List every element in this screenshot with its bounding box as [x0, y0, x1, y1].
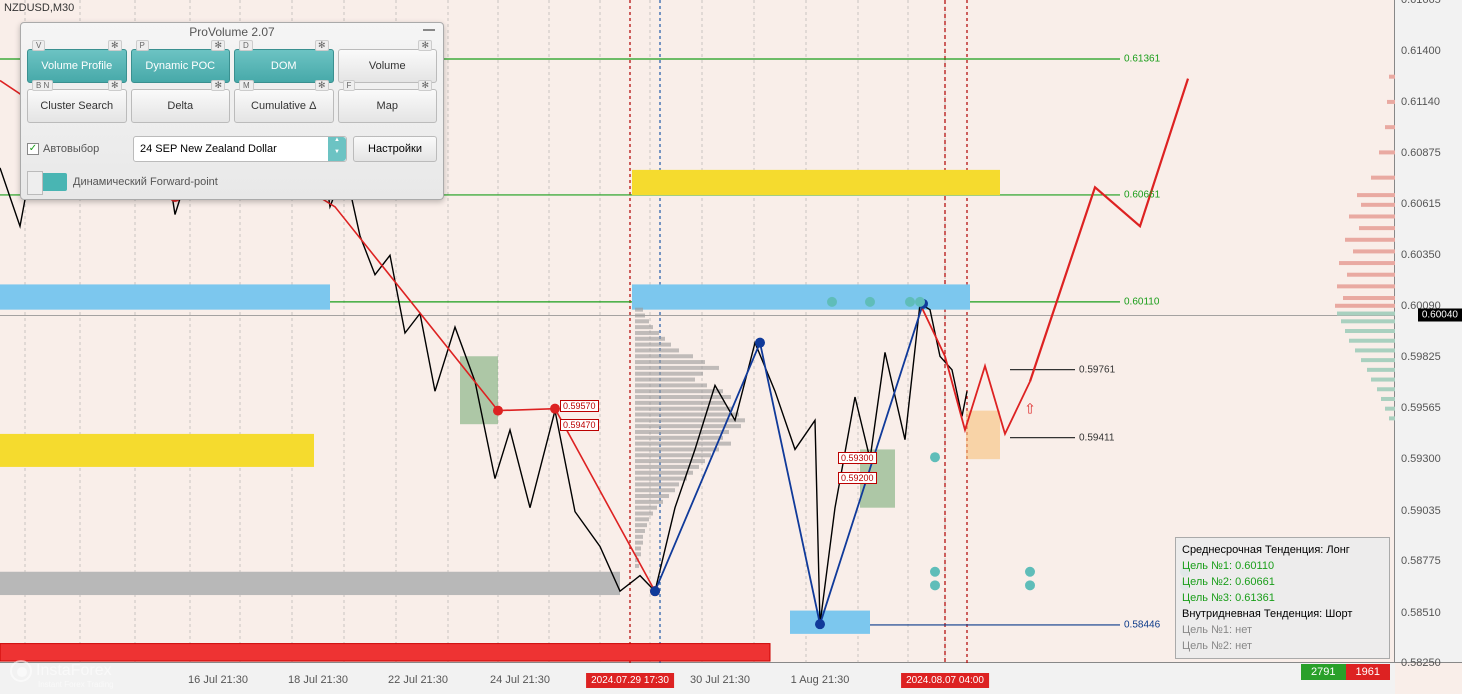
settings-button[interactable]: Настройки	[353, 136, 437, 162]
pv-hotkey-label: P	[136, 40, 149, 51]
gear-icon[interactable]: ✻	[108, 80, 122, 91]
contract-select[interactable]: 24 SEP New Zealand Dollar ▲▼	[133, 136, 347, 162]
contract-select-value: 24 SEP New Zealand Dollar	[140, 143, 277, 155]
forward-point-label: Динамический Forward-point	[73, 176, 218, 188]
gear-icon[interactable]: ✻	[418, 80, 432, 91]
spin-icon[interactable]: ▲▼	[328, 137, 346, 161]
y-tick-label: 0.61140	[1401, 96, 1440, 108]
pv-btn-cumulative-[interactable]: M✻Cumulative Δ	[234, 89, 334, 123]
trend-intra-label: Внутридневная Тенденция: Шорт	[1182, 606, 1383, 622]
y-tick-label: 0.59565	[1401, 402, 1441, 414]
pv-btn-volume[interactable]: ✻Volume	[338, 49, 438, 83]
provolume-row-2: B N✻Cluster Search✻DeltaM✻Cumulative ΔF✻…	[27, 89, 437, 123]
pv-hotkey-label: D	[239, 40, 253, 51]
y-tick-label: 0.58250	[1401, 657, 1441, 669]
pv-btn-dom[interactable]: D✻DOM	[234, 49, 334, 83]
y-tick-label: 0.59300	[1401, 453, 1441, 465]
minimize-icon[interactable]	[423, 29, 435, 31]
y-tick-label: 0.58510	[1401, 607, 1441, 619]
intra-target-2: Цель №2: нет	[1182, 638, 1383, 654]
pv-btn-label: Map	[377, 100, 398, 112]
provolume-bottom-row: Динамический Forward-point	[27, 171, 437, 193]
current-price-tag: 0.60040	[1418, 309, 1462, 322]
trend-mid-label: Среднесрочная Тенденция: Лонг	[1182, 542, 1383, 558]
forward-point-toggle[interactable]	[27, 173, 67, 191]
gear-icon[interactable]: ✻	[211, 40, 225, 51]
badge-green: 2791	[1301, 664, 1345, 680]
provolume-title: ProVolume 2.07	[21, 25, 443, 39]
pv-btn-map[interactable]: F✻Map	[338, 89, 438, 123]
pv-btn-label: DOM	[271, 60, 297, 72]
x-tick-label: 18 Jul 21:30	[288, 674, 348, 686]
x-marker: 2024.08.07 04:00	[901, 673, 989, 688]
target-2: Цель №2: 0.60661	[1182, 574, 1383, 590]
target-3: Цель №3: 0.61361	[1182, 590, 1383, 606]
level-label: 0.60110	[1124, 296, 1159, 307]
x-tick-label: 16 Jul 21:30	[188, 674, 248, 686]
logo-tagline: Instant Forex Trading	[38, 680, 114, 689]
pv-btn-label: Cumulative Δ	[251, 100, 316, 112]
x-axis: 16 Jul 21:30 18 Jul 21:30 22 Jul 21:30 24 J…	[0, 663, 1395, 694]
logo-text: InstaForex	[36, 662, 112, 679]
pv-btn-delta[interactable]: ✻Delta	[131, 89, 231, 123]
x-tick-label: 24 Jul 21:30	[490, 674, 550, 686]
pv-btn-label: Delta	[167, 100, 193, 112]
pv-btn-volume-profile[interactable]: V✻Volume Profile	[27, 49, 127, 83]
y-tick-label: 0.61400	[1401, 45, 1441, 57]
provolume-row-1: V✻Volume ProfileP✻Dynamic POCD✻DOM✻Volum…	[27, 49, 437, 83]
level-label: 0.59761	[1079, 364, 1115, 375]
x-tick-label: 30 Jul 21:30	[690, 674, 750, 686]
level-label: 0.60661	[1124, 189, 1160, 200]
globe-icon	[10, 660, 32, 682]
auto-select-check[interactable]: ✓ Автовыбор	[27, 143, 127, 155]
y-tick-label: 0.58775	[1401, 555, 1441, 567]
price-box-label: 0.59570	[560, 400, 599, 412]
y-tick-label: 0.60615	[1401, 198, 1441, 210]
pv-hotkey-label: M	[239, 80, 254, 91]
y-tick-label: 0.61665	[1401, 0, 1441, 6]
pv-btn-cluster-search[interactable]: B N✻Cluster Search	[27, 89, 127, 123]
pv-hotkey-label: F	[343, 80, 356, 91]
pv-btn-label: Cluster Search	[40, 100, 113, 112]
y-tick-label: 0.59035	[1401, 505, 1441, 517]
instaforex-logo: InstaForex Instant Forex Trading	[10, 660, 114, 689]
x-marker: 2024.07.29 17:30	[586, 673, 674, 688]
pv-hotkey-label: B N	[32, 80, 53, 91]
x-tick-label: 22 Jul 21:30	[388, 674, 448, 686]
pv-btn-dynamic-poc[interactable]: P✻Dynamic POC	[131, 49, 231, 83]
gear-icon[interactable]: ✻	[418, 40, 432, 51]
forecast-arrow-icon: ⇧	[1024, 400, 1036, 417]
level-label: 0.59411	[1079, 432, 1114, 443]
y-tick-label: 0.60875	[1401, 147, 1441, 159]
settings-button-label: Настройки	[368, 143, 422, 155]
pv-btn-label: Volume	[369, 60, 406, 72]
bottom-badges: 2791 1961	[1301, 664, 1390, 680]
y-axis: 0.61665 0.61400 0.61140 0.60875 0.60615 0.603…	[1395, 0, 1462, 663]
gear-icon[interactable]: ✻	[315, 80, 329, 91]
y-tick-label: 0.59825	[1401, 351, 1441, 363]
trend-info-panel: Среднесрочная Тенденция: Лонг Цель №1: 0…	[1175, 537, 1390, 659]
gear-icon[interactable]: ✻	[315, 40, 329, 51]
auto-select-label: Автовыбор	[43, 143, 99, 155]
checkbox-icon: ✓	[27, 143, 39, 155]
gear-icon[interactable]: ✻	[211, 80, 225, 91]
price-box-label: 0.59300	[838, 452, 877, 464]
badge-red: 1961	[1346, 664, 1390, 680]
level-label: 0.61361	[1124, 54, 1160, 65]
chart-root: NZDUSD,M30 0.613610.606610.601100.597610…	[0, 0, 1462, 694]
pv-hotkey-label: V	[32, 40, 45, 51]
pv-btn-label: Dynamic POC	[145, 60, 215, 72]
level-label: 0.58446	[1124, 619, 1160, 630]
y-tick-label: 0.60350	[1401, 249, 1441, 261]
price-box-label: 0.59200	[838, 472, 877, 484]
price-box-label: 0.59470	[560, 419, 599, 431]
target-1: Цель №1: 0.60110	[1182, 558, 1383, 574]
provolume-row-3: ✓ Автовыбор 24 SEP New Zealand Dollar ▲▼…	[27, 135, 437, 163]
provolume-panel[interactable]: ProVolume 2.07 V✻Volume ProfileP✻Dynamic…	[20, 22, 444, 200]
gear-icon[interactable]: ✻	[108, 40, 122, 51]
x-tick-label: 1 Aug 21:30	[791, 674, 850, 686]
intra-target-1: Цель №1: нет	[1182, 622, 1383, 638]
pv-btn-label: Volume Profile	[41, 60, 112, 72]
